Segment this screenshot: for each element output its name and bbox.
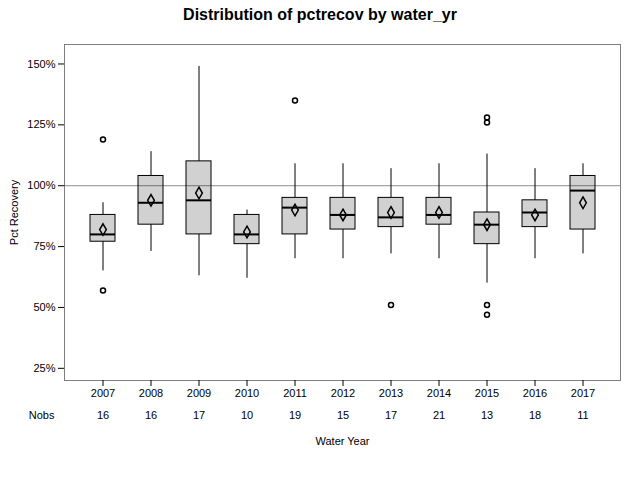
svg-text:16: 16	[145, 409, 157, 421]
svg-text:2009: 2009	[187, 387, 211, 399]
html-text:Distribution of pctrecov by wa: Distribution of pctrecov by water_yr	[183, 6, 457, 23]
svg-text:13: 13	[481, 409, 493, 421]
svg-text:21: 21	[433, 409, 445, 421]
svg-text:2011: 2011	[283, 387, 307, 399]
svg-text:Nobs: Nobs	[29, 409, 55, 421]
svg-text:10: 10	[241, 409, 253, 421]
svg-text:2014: 2014	[427, 387, 451, 399]
svg-text:17: 17	[193, 409, 205, 421]
svg-text:11: 11	[577, 409, 588, 421]
svg-text:2007: 2007	[91, 387, 115, 399]
svg-text:150%: 150%	[27, 57, 55, 69]
svg-text:125%: 125%	[27, 118, 55, 130]
svg-text:2008: 2008	[139, 387, 163, 399]
svg-text:2010: 2010	[235, 387, 259, 399]
svg-text:19: 19	[289, 409, 301, 421]
svg-text:50%: 50%	[33, 301, 55, 313]
svg-text:Water Year: Water Year	[315, 435, 369, 447]
svg-text:17: 17	[385, 409, 397, 421]
svg-text:2015: 2015	[475, 387, 499, 399]
svg-text:2012: 2012	[331, 387, 355, 399]
svg-text:Pct Recovery: Pct Recovery	[8, 179, 20, 245]
svg-text:2017: 2017	[571, 387, 595, 399]
svg-text:75%: 75%	[33, 240, 55, 252]
svg-text:25%: 25%	[33, 362, 55, 374]
svg-text:100%: 100%	[27, 179, 55, 191]
svg-text:2013: 2013	[379, 387, 403, 399]
svg-text:15: 15	[337, 409, 349, 421]
svg-text:18: 18	[529, 409, 541, 421]
svg-text:16: 16	[97, 409, 109, 421]
svg-text:2016: 2016	[523, 387, 547, 399]
